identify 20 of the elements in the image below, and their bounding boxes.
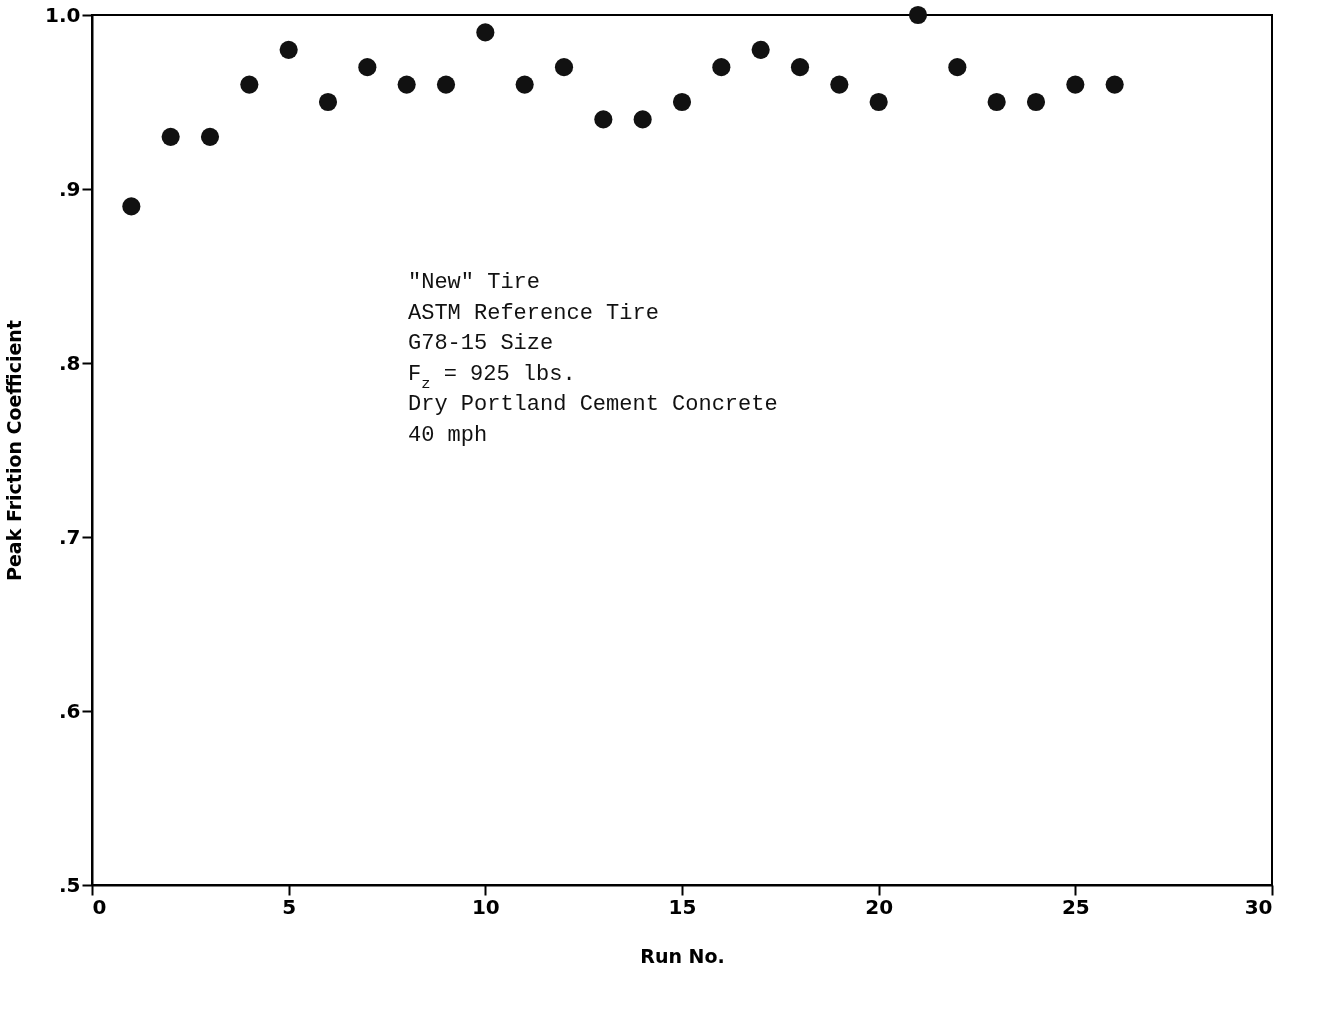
x-tick-label: 20 — [865, 894, 894, 919]
x-tick-label: 15 — [668, 894, 697, 919]
x-axis-title: Run No. — [640, 944, 725, 967]
x-tick-label: 0 — [92, 894, 107, 919]
annotation: "New" Tire — [408, 270, 541, 295]
y-tick-label: 1.0 — [45, 2, 81, 27]
annotation: ASTM Reference Tire — [408, 300, 659, 326]
y-tick-label: .6 — [58, 698, 81, 723]
annotation: Dry Portland Cement Concrete — [408, 392, 778, 417]
x-tick-label: 10 — [471, 894, 500, 919]
x-tick-label: 5 — [282, 894, 297, 919]
annotation: 40 mph — [408, 422, 488, 448]
x-tick-label: 30 — [1244, 894, 1273, 919]
y-tick-label: .9 — [58, 176, 81, 201]
y-tick-label: .7 — [58, 524, 81, 549]
y-tick-label: .8 — [58, 350, 81, 375]
y-axis-title: Peak Friction Coefficient — [3, 320, 26, 581]
x-tick-label: 25 — [1061, 894, 1090, 919]
annotation: G78-15 Size — [408, 331, 554, 356]
y-tick-label: .5 — [58, 872, 81, 897]
